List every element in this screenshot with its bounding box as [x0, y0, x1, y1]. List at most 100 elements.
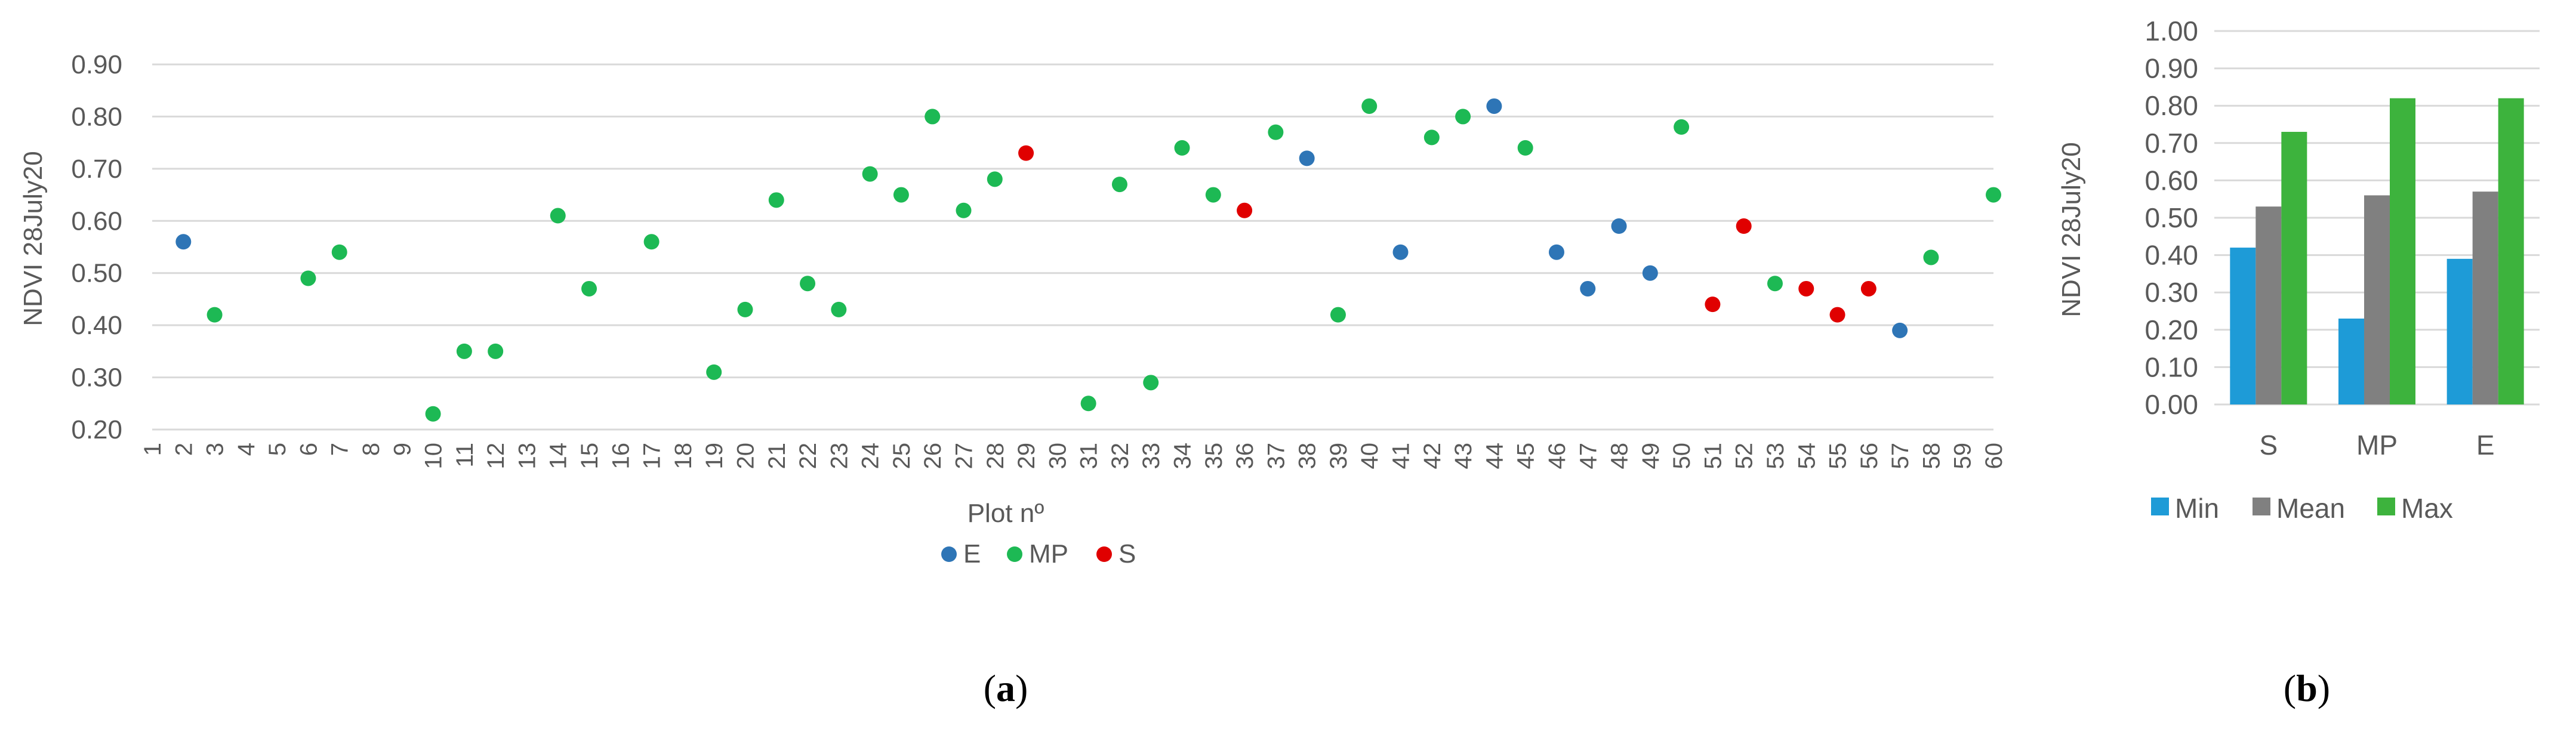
bar-legend-swatch-min: [2151, 498, 2169, 515]
scatter-y-tick-label: 0.70: [71, 155, 122, 184]
scatter-x-tick-label: 10: [421, 443, 447, 469]
scatter-point-mp: [331, 244, 347, 260]
scatter-point-mp: [893, 187, 909, 203]
scatter-x-tick-label: 36: [1232, 443, 1258, 469]
scatter-x-tick-label: 34: [1170, 443, 1196, 469]
bar-x-tick-label: S: [2259, 430, 2278, 461]
scatter-x-tick-label: 7: [327, 443, 353, 456]
scatter-x-tick-label: 41: [1388, 443, 1415, 469]
scatter-x-tick-label: 50: [1669, 443, 1695, 469]
scatter-point-s: [1860, 280, 1876, 296]
bar-y-tick-label: 0.80: [2144, 90, 2198, 121]
scatter-point-mp: [1174, 140, 1190, 156]
scatter-legend-marker-mp: [1007, 546, 1022, 562]
bar-y-tick-label: 0.50: [2144, 202, 2198, 233]
bar-y-tick-label: 1.00: [2144, 16, 2198, 47]
scatter-x-tick-label: 40: [1357, 443, 1383, 469]
scatter-x-tick-label: 24: [858, 443, 884, 469]
scatter-x-tick-label: 55: [1825, 443, 1851, 469]
scatter-y-tick-label: 0.50: [71, 259, 122, 288]
scatter-x-tick-label: 15: [577, 443, 603, 469]
scatter-x-tick-label: 51: [1700, 443, 1726, 469]
scatter-x-tick-label: 6: [295, 443, 322, 456]
scatter-y-tick-label: 0.30: [71, 363, 122, 393]
scatter-x-tick-label: 45: [1513, 443, 1539, 469]
bar-x-tick-label: MP: [2356, 430, 2398, 461]
scatter-points: [175, 98, 2001, 422]
scatter-point-s: [1018, 145, 1034, 161]
scatter-x-tick-label: 39: [1326, 443, 1352, 469]
scatter-point-mp: [1674, 119, 1690, 135]
scatter-x-tick-label: 25: [889, 443, 915, 469]
scatter-point-mp: [706, 364, 722, 380]
scatter-x-tick-label: 3: [202, 443, 229, 456]
scatter-point-mp: [768, 192, 784, 208]
scatter-x-tick-label: 26: [920, 443, 946, 469]
scatter-legend-label: MP: [1029, 539, 1068, 569]
scatter-x-tick-label: 23: [826, 443, 852, 469]
scatter-x-tick-label: 9: [389, 443, 415, 456]
bar-y-tick-label: 0.40: [2144, 240, 2198, 271]
scatter-x-tick-label: 44: [1481, 443, 1508, 469]
bar-y-tick-label: 0.10: [2144, 351, 2198, 382]
bar-min-mp: [2338, 319, 2364, 404]
bar-mean-e: [2472, 191, 2498, 404]
bar-legend-label: Mean: [2276, 493, 2345, 524]
scatter-point-mp: [925, 109, 941, 125]
scatter-point-mp: [956, 202, 972, 218]
scatter-point-mp: [1143, 375, 1159, 391]
bar-series: [2230, 98, 2524, 404]
bar-legend-label: Min: [2175, 493, 2219, 524]
scatter-x-tick-label: 57: [1887, 443, 1913, 469]
scatter-point-s: [1705, 296, 1721, 313]
bar-max-mp: [2390, 98, 2415, 404]
bar-y-tick-label: 0.90: [2144, 53, 2198, 84]
scatter-x-tick-label: 5: [264, 443, 291, 456]
scatter-x-tick-label: 13: [514, 443, 540, 469]
bar-legend-swatch-mean: [2253, 498, 2270, 515]
scatter-x-tick-label: 48: [1607, 443, 1633, 469]
scatter-point-mp: [831, 301, 847, 317]
bar-mean-s: [2255, 206, 2282, 404]
scatter-legend-marker-e: [941, 546, 957, 562]
scatter-x-tick-label: 60: [1981, 443, 2007, 469]
scatter-point-mp: [300, 270, 316, 286]
scatter-x-tick-label: 16: [608, 443, 634, 469]
scatter-legend-label: S: [1118, 539, 1136, 569]
scatter-x-tick-label: 4: [233, 443, 260, 456]
bar-min-s: [2230, 248, 2256, 404]
scatter-x-tick-label: 52: [1731, 443, 1758, 469]
scatter-x-tick-label: 19: [701, 443, 728, 469]
scatter-point-mp: [581, 280, 597, 296]
scatter-point-mp: [643, 234, 660, 250]
scatter-x-tick-label: 38: [1295, 443, 1321, 469]
scatter-x-tick-label: 11: [452, 443, 478, 468]
scatter-x-tick-label: 58: [1918, 443, 1945, 469]
bar-chart-panel-b: 0.00 0.10 0.20 0.30 0.40 0.50 0.60 0.70 0.80 0.90…: [2057, 16, 2540, 709]
scatter-point-mp: [1205, 187, 1221, 203]
scatter-point-mp: [425, 406, 441, 422]
scatter-x-tick-label: 31: [1076, 443, 1102, 469]
scatter-x-tick-label: 29: [1013, 443, 1040, 469]
scatter-x-tick-label: 21: [764, 443, 790, 469]
scatter-x-tick-label: 12: [483, 443, 509, 469]
bar-x-tick-labels: S MP E: [2259, 430, 2494, 461]
scatter-point-mp: [737, 301, 753, 317]
scatter-point-mp: [1455, 109, 1471, 125]
scatter-x-tick-label: 47: [1575, 443, 1601, 469]
scatter-x-tick-label: 33: [1138, 443, 1164, 469]
scatter-y-tick-label: 0.40: [71, 311, 122, 340]
bar-legend: Min Mean Max: [2151, 493, 2453, 524]
bar-y-axis-label: NDVI 28July20: [2057, 142, 2086, 317]
scatter-x-tick-label: 56: [1856, 443, 1882, 469]
bar-x-tick-label: E: [2476, 430, 2495, 461]
scatter-point-mp: [1923, 249, 1939, 265]
scatter-point-e: [175, 234, 192, 250]
scatter-point-mp: [1423, 129, 1440, 146]
scatter-x-tick-label: 30: [1044, 443, 1071, 469]
bar-y-tick-label: 0.70: [2144, 128, 2198, 159]
scatter-point-e: [1642, 265, 1658, 281]
scatter-point-mp: [1330, 307, 1346, 323]
scatter-point-s: [1736, 218, 1752, 234]
